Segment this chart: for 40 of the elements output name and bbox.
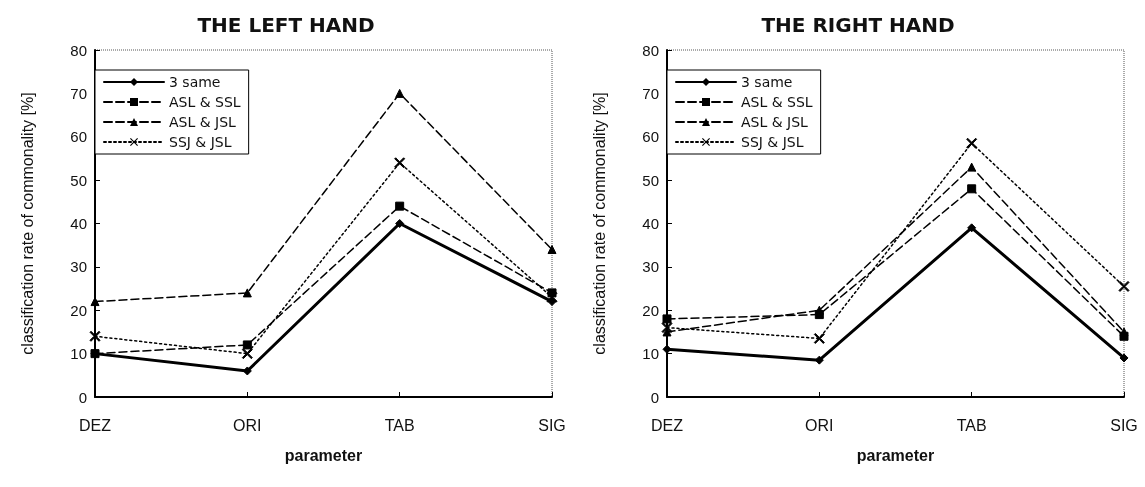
- y-tick-label: 20: [70, 301, 87, 319]
- y-tick-label: 60: [70, 128, 87, 146]
- y-tick-label: 20: [642, 301, 659, 319]
- y-tick-label: 10: [70, 345, 87, 363]
- legend-label: ASL & SSL: [741, 94, 813, 110]
- y-tick-label: 10: [642, 345, 659, 363]
- y-tick-label: 40: [642, 215, 659, 232]
- x-tick-label: DEZ: [79, 416, 112, 434]
- x-tick-label: ORI: [805, 416, 834, 434]
- x-tick-label: SIG: [538, 416, 566, 434]
- y-tick-label: 80: [642, 41, 659, 59]
- y-tick-label: 50: [70, 171, 87, 189]
- y-tick-label: 80: [70, 41, 87, 59]
- x-axis-title: parameter: [856, 446, 935, 464]
- x-tick-label: TAB: [956, 416, 987, 434]
- chart-title: THE RIGHT HAND: [761, 13, 955, 37]
- y-tick-label: 70: [642, 84, 659, 102]
- legend-label: 3 same: [169, 74, 221, 90]
- y-tick-label: 0: [78, 388, 87, 406]
- x-tick-label: DEZ: [651, 416, 684, 434]
- x-tick-label: ORI: [233, 416, 262, 434]
- legend-label: SSJ & JSL: [169, 134, 232, 150]
- y-tick-label: 30: [70, 258, 87, 276]
- y-tick-label: 30: [642, 258, 659, 276]
- x-tick-label: SIG: [1110, 416, 1138, 434]
- legend-label: 3 same: [741, 74, 793, 90]
- y-tick-label: 60: [642, 128, 659, 146]
- legend-label: ASL & JSL: [169, 114, 237, 130]
- y-tick-label: 50: [642, 171, 659, 189]
- y-tick-label: 70: [70, 84, 87, 102]
- y-tick-label: 0: [650, 388, 659, 406]
- x-axis-title: parameter: [284, 446, 363, 464]
- x-tick-label: TAB: [384, 416, 415, 434]
- y-tick-label: 40: [70, 215, 87, 232]
- legend-label: ASL & SSL: [169, 94, 241, 110]
- legend-label: ASL & JSL: [741, 114, 809, 130]
- y-axis-title: classification rate of commonality [%]: [590, 92, 608, 355]
- y-axis-title: classification rate of commonality [%]: [18, 92, 36, 355]
- legend-label: SSJ & JSL: [741, 134, 804, 150]
- chart-title: THE LEFT HAND: [197, 13, 375, 37]
